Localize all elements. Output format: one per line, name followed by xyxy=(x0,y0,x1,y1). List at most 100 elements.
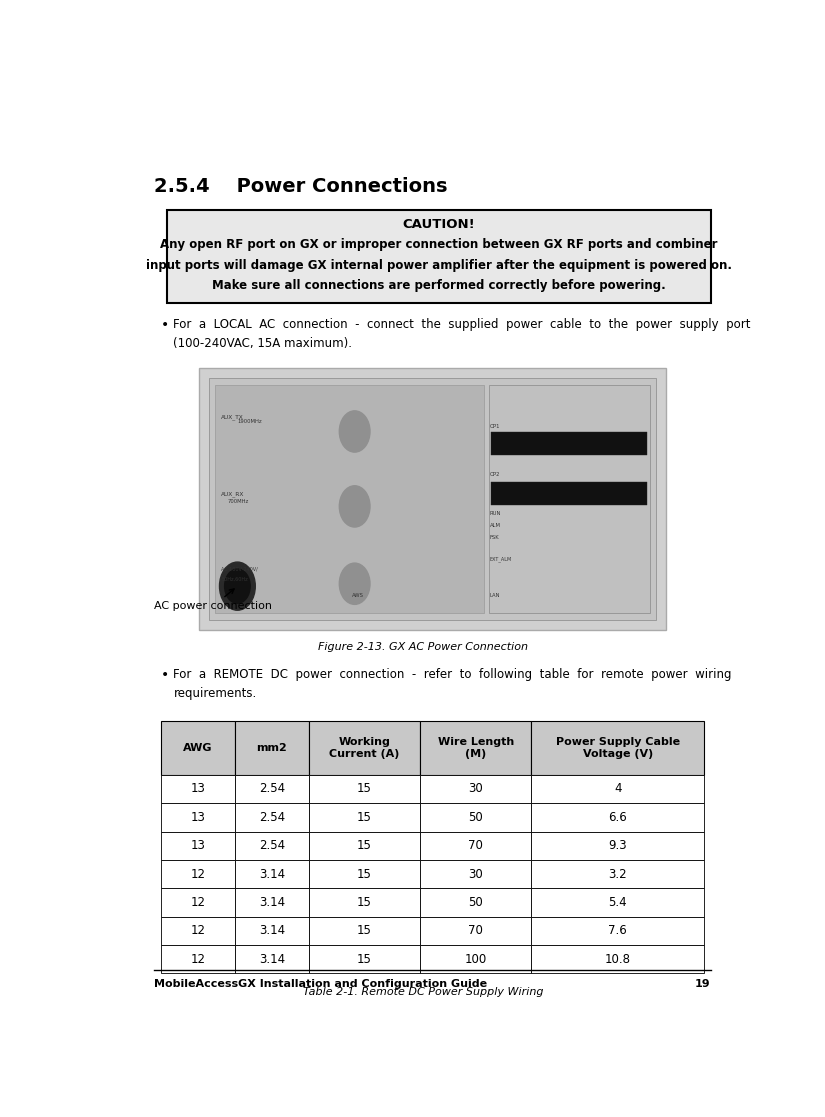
FancyBboxPatch shape xyxy=(309,888,420,917)
Text: Working
Current (A): Working Current (A) xyxy=(329,737,399,758)
FancyBboxPatch shape xyxy=(420,917,531,945)
FancyBboxPatch shape xyxy=(531,860,704,888)
Text: Figure 2-13. GX AC Power Connection: Figure 2-13. GX AC Power Connection xyxy=(318,642,528,652)
Text: 50: 50 xyxy=(469,811,483,824)
Text: 15: 15 xyxy=(357,839,372,852)
FancyBboxPatch shape xyxy=(309,803,420,831)
Text: 2.54: 2.54 xyxy=(259,811,285,824)
Text: MobileAccessGX Installation and Configuration Guide: MobileAccessGX Installation and Configur… xyxy=(154,978,488,989)
FancyBboxPatch shape xyxy=(235,722,309,775)
Text: 13: 13 xyxy=(191,811,205,824)
Text: EXT_ALM: EXT_ALM xyxy=(490,556,512,563)
Text: 3.14: 3.14 xyxy=(259,953,285,966)
FancyBboxPatch shape xyxy=(309,775,420,803)
FancyBboxPatch shape xyxy=(161,722,235,775)
FancyBboxPatch shape xyxy=(531,831,704,860)
FancyBboxPatch shape xyxy=(235,917,309,945)
Text: Table 2-1. Remote DC Power Supply Wiring: Table 2-1. Remote DC Power Supply Wiring xyxy=(303,987,543,997)
FancyBboxPatch shape xyxy=(161,860,235,888)
FancyBboxPatch shape xyxy=(531,775,704,803)
Text: LAN: LAN xyxy=(490,593,501,599)
FancyBboxPatch shape xyxy=(235,775,309,803)
Text: AWG: AWG xyxy=(183,743,213,753)
Text: 30: 30 xyxy=(469,868,483,880)
FancyBboxPatch shape xyxy=(491,483,648,506)
Text: 12: 12 xyxy=(191,925,205,937)
Text: AUX_RX: AUX_RX xyxy=(221,491,245,497)
Text: ALM: ALM xyxy=(490,523,501,528)
Text: FSK: FSK xyxy=(490,535,500,541)
Text: input ports will damage GX internal power amplifier after the equipment is power: input ports will damage GX internal powe… xyxy=(146,259,732,271)
FancyBboxPatch shape xyxy=(161,831,235,860)
Text: 50: 50 xyxy=(469,896,483,909)
FancyBboxPatch shape xyxy=(531,722,704,775)
Text: AUX_TX: AUX_TX xyxy=(221,414,244,420)
FancyBboxPatch shape xyxy=(531,888,704,917)
Text: mm2: mm2 xyxy=(257,743,287,753)
Text: 13: 13 xyxy=(191,783,205,795)
FancyBboxPatch shape xyxy=(531,945,704,974)
FancyBboxPatch shape xyxy=(235,803,309,831)
Text: 7.6: 7.6 xyxy=(608,925,627,937)
FancyBboxPatch shape xyxy=(161,775,235,803)
Circle shape xyxy=(344,491,365,521)
FancyBboxPatch shape xyxy=(161,888,235,917)
FancyBboxPatch shape xyxy=(309,945,420,974)
Circle shape xyxy=(219,562,255,610)
FancyBboxPatch shape xyxy=(235,860,309,888)
FancyBboxPatch shape xyxy=(235,831,309,860)
Text: 3.2: 3.2 xyxy=(608,868,627,880)
Circle shape xyxy=(344,570,365,599)
FancyBboxPatch shape xyxy=(531,803,704,831)
FancyBboxPatch shape xyxy=(199,367,666,630)
Text: CAUTION!: CAUTION! xyxy=(403,218,475,231)
Text: 12: 12 xyxy=(191,896,205,909)
Text: 15: 15 xyxy=(357,868,372,880)
Text: 19: 19 xyxy=(695,978,710,989)
FancyBboxPatch shape xyxy=(309,831,420,860)
Text: 6.6: 6.6 xyxy=(608,811,627,824)
FancyBboxPatch shape xyxy=(309,860,420,888)
Text: 13: 13 xyxy=(191,839,205,852)
FancyBboxPatch shape xyxy=(491,431,648,455)
Text: AC 100V-240V/: AC 100V-240V/ xyxy=(221,566,258,572)
Text: For  a  LOCAL  AC  connection  -  connect  the  supplied  power  cable  to  the : For a LOCAL AC connection - connect the … xyxy=(173,318,751,350)
Circle shape xyxy=(349,498,361,514)
Text: 15: 15 xyxy=(357,896,372,909)
Circle shape xyxy=(339,486,370,527)
FancyBboxPatch shape xyxy=(420,831,531,860)
FancyBboxPatch shape xyxy=(420,888,531,917)
FancyBboxPatch shape xyxy=(215,385,483,613)
Text: 15: 15 xyxy=(357,783,372,795)
Text: 15: 15 xyxy=(357,925,372,937)
FancyBboxPatch shape xyxy=(235,888,309,917)
FancyBboxPatch shape xyxy=(420,945,531,974)
Text: 2.54: 2.54 xyxy=(259,783,285,795)
Text: 1900MHz: 1900MHz xyxy=(238,419,262,424)
Circle shape xyxy=(339,411,370,452)
FancyBboxPatch shape xyxy=(309,722,420,775)
FancyBboxPatch shape xyxy=(420,860,531,888)
Text: OP2: OP2 xyxy=(490,472,501,477)
Text: 3.14: 3.14 xyxy=(259,925,285,937)
Text: 12: 12 xyxy=(191,868,205,880)
Text: Any open RF port on GX or improper connection between GX RF ports and combiner: Any open RF port on GX or improper conne… xyxy=(160,238,718,251)
Text: 4: 4 xyxy=(614,783,621,795)
Text: AWS: AWS xyxy=(351,593,364,599)
Text: 3.14: 3.14 xyxy=(259,896,285,909)
Circle shape xyxy=(339,563,370,604)
FancyBboxPatch shape xyxy=(488,385,650,613)
Text: Power Supply Cable
Voltage (V): Power Supply Cable Voltage (V) xyxy=(555,737,680,758)
FancyBboxPatch shape xyxy=(420,775,531,803)
Text: RUN: RUN xyxy=(490,512,502,516)
Text: 15: 15 xyxy=(357,953,372,966)
FancyBboxPatch shape xyxy=(161,917,235,945)
Circle shape xyxy=(349,576,361,592)
Text: •: • xyxy=(161,318,169,332)
Circle shape xyxy=(344,417,365,446)
FancyBboxPatch shape xyxy=(209,379,656,620)
Text: Wire Length
(M): Wire Length (M) xyxy=(437,737,514,758)
Text: 3.14: 3.14 xyxy=(259,868,285,880)
Text: 15: 15 xyxy=(357,811,372,824)
Text: 70: 70 xyxy=(469,839,483,852)
